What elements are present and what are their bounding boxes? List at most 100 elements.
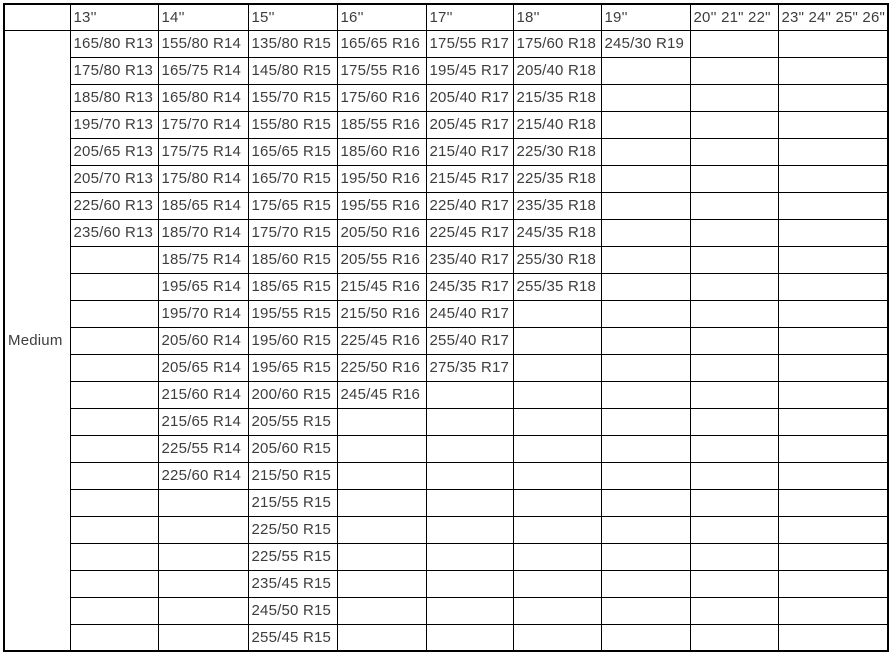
size-cell: 255/40 R17	[425, 326, 514, 355]
size-cell	[69, 245, 159, 274]
header-row: 13'' 14'' 15'' 16'' 17'' 18'' 19'' 20'' 21" 22"…	[3, 3, 889, 31]
table-row: 215/65 R14 205/55 R15	[4, 407, 889, 436]
size-cell	[336, 623, 427, 652]
table-row: 185/75 R14 185/60 R15 205/55 R16 235/40 R17…	[4, 245, 889, 274]
size-cell	[689, 326, 779, 355]
size-cell	[777, 623, 889, 652]
size-cell: 235/60 R13	[69, 218, 159, 247]
size-cell: 215/60 R14	[157, 380, 249, 409]
size-cell: 245/50 R15	[247, 596, 338, 625]
size-cell	[512, 515, 602, 544]
size-cell	[69, 623, 159, 652]
size-cell	[777, 164, 889, 193]
size-cell: 255/45 R15	[247, 623, 338, 652]
size-cell: 185/60 R15	[247, 245, 338, 274]
size-cell	[600, 542, 691, 571]
size-cell: 185/75 R14	[157, 245, 249, 274]
size-cell: 175/55 R16	[336, 56, 427, 85]
size-cell	[336, 542, 427, 571]
size-cell	[689, 407, 779, 436]
size-cell: 245/35 R18	[512, 218, 602, 247]
size-cell	[512, 326, 602, 355]
size-cell: 165/65 R16	[336, 29, 427, 58]
size-cell	[600, 272, 691, 301]
size-cell: 245/40 R17	[425, 299, 514, 328]
size-cell	[425, 434, 514, 463]
column-header: 17''	[425, 3, 514, 31]
size-cell	[600, 299, 691, 328]
size-cell: 225/40 R17	[425, 191, 514, 220]
size-cell: 205/65 R14	[157, 353, 249, 382]
table-row: 215/55 R15	[4, 488, 889, 517]
size-cell	[69, 515, 159, 544]
tire-size-chart: 13'' 14'' 15'' 16'' 17'' 18'' 19'' 20'' 21" 22"…	[3, 3, 889, 652]
size-cell	[600, 353, 691, 382]
size-cell: 255/30 R18	[512, 245, 602, 274]
size-cell: 165/75 R14	[157, 56, 249, 85]
table-row: 195/70 R14 195/55 R15 215/50 R16 245/40 R17	[4, 299, 889, 328]
size-cell	[600, 515, 691, 544]
size-cell: 215/65 R14	[157, 407, 249, 436]
size-cell	[689, 488, 779, 517]
size-cell	[600, 380, 691, 409]
table-row: 245/50 R15	[4, 596, 889, 625]
column-header: 18''	[512, 3, 602, 31]
size-cell	[600, 461, 691, 490]
size-cell: 215/55 R15	[247, 488, 338, 517]
size-cell: 235/45 R15	[247, 569, 338, 598]
size-cell	[777, 461, 889, 490]
size-cell	[689, 380, 779, 409]
size-cell	[689, 542, 779, 571]
size-cell: 205/70 R13	[69, 164, 159, 193]
size-cell	[512, 299, 602, 328]
table-row: 195/65 R14 185/65 R15 215/45 R16 245/35 R17…	[4, 272, 889, 301]
size-cell: 205/45 R17	[425, 110, 514, 139]
size-cell	[777, 353, 889, 382]
size-cell	[336, 569, 427, 598]
size-cell	[689, 191, 779, 220]
size-cell: 175/60 R18	[512, 29, 602, 58]
size-cell	[689, 569, 779, 598]
size-cell: 195/45 R17	[425, 56, 514, 85]
size-cell	[512, 569, 602, 598]
size-cell: 155/80 R14	[157, 29, 249, 58]
column-header: 23" 24" 25" 26"	[777, 3, 889, 31]
size-cell	[425, 488, 514, 517]
size-cell	[689, 461, 779, 490]
row-group-label: Medium	[3, 29, 71, 652]
table-row: 205/60 R14 195/60 R15 225/45 R16 255/40 R17	[4, 326, 889, 355]
size-cell: 175/80 R14	[157, 164, 249, 193]
size-cell	[336, 596, 427, 625]
size-cell	[689, 272, 779, 301]
size-cell: 185/80 R13	[69, 83, 159, 112]
size-cell: 175/75 R14	[157, 137, 249, 166]
table-header: 13'' 14'' 15'' 16'' 17'' 18'' 19'' 20'' 21" 22"…	[3, 3, 889, 31]
table-row: Medium 165/80 R13 155/80 R14 135/80 R15 165/…	[3, 29, 889, 652]
size-cell	[425, 542, 514, 571]
size-cell	[689, 83, 779, 112]
size-cell	[689, 299, 779, 328]
size-cell	[689, 110, 779, 139]
size-cell: 215/40 R17	[425, 137, 514, 166]
size-cell	[512, 596, 602, 625]
size-cell: 195/70 R13	[69, 110, 159, 139]
size-cell: 135/80 R15	[247, 29, 338, 58]
size-cell: 185/65 R15	[247, 272, 338, 301]
size-cell	[777, 542, 889, 571]
size-cell	[157, 623, 249, 652]
table-row: 225/50 R15	[4, 515, 889, 544]
size-cell	[69, 542, 159, 571]
size-cell: 215/45 R16	[336, 272, 427, 301]
size-cell	[512, 623, 602, 652]
size-cell: 175/65 R15	[247, 191, 338, 220]
size-cell	[777, 434, 889, 463]
size-cell	[777, 137, 889, 166]
size-cell: 195/65 R14	[157, 272, 249, 301]
table-row: 205/65 R14 195/65 R15 225/50 R16 275/35 R17	[4, 353, 889, 382]
size-cell	[777, 488, 889, 517]
size-cell	[512, 434, 602, 463]
size-cell: 225/45 R17	[425, 218, 514, 247]
size-cell	[157, 596, 249, 625]
size-cell: 225/60 R13	[69, 191, 159, 220]
size-cell: 165/80 R14	[157, 83, 249, 112]
